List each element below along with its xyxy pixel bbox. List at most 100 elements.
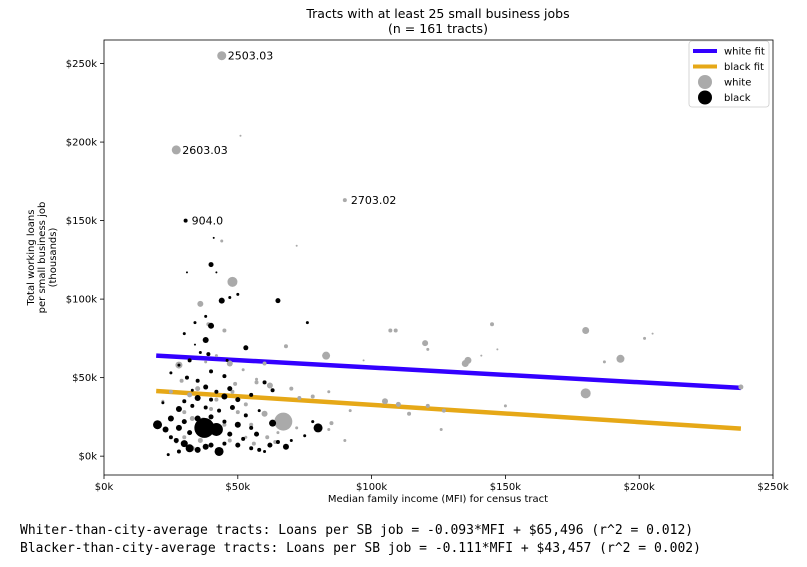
white-tract-point [388, 328, 393, 333]
black-tract-point [212, 236, 215, 239]
black-tract-point [228, 296, 232, 300]
white-tract-point [226, 360, 233, 367]
black-tract-point [275, 298, 281, 304]
white-tract-point [276, 431, 280, 435]
white-tract-point [168, 389, 173, 394]
black-tract-point [236, 292, 240, 296]
black-tract-point [194, 446, 201, 453]
black-tract-point [218, 297, 225, 304]
black-tract-point [243, 345, 249, 351]
white-tract-point [249, 422, 254, 427]
black-fit-equation: Blacker-than-city-average tracts: Loans … [20, 541, 701, 556]
black-tract-point [175, 406, 182, 413]
chart-title: Tracts with at least 25 small business j… [305, 6, 569, 21]
white-tract-point [643, 336, 647, 340]
white-tract-point [171, 145, 181, 155]
plot-frame [103, 39, 774, 476]
tract-annotation: 2603.03 [182, 144, 228, 157]
white-tract-point [241, 368, 245, 372]
black-tract-point [254, 431, 260, 437]
black-tract-point [208, 322, 215, 329]
tract-annotation: 2503.03 [228, 50, 274, 63]
white-tract-point [407, 411, 412, 416]
white-tract-point [235, 410, 240, 415]
black-tract-point [305, 321, 309, 325]
black-tract-point [202, 443, 209, 450]
black-tract-point [241, 436, 246, 441]
black-tract-point [193, 343, 196, 346]
black-tract-point [169, 371, 173, 375]
white-tract-point [480, 354, 483, 357]
white-tract-point [602, 360, 606, 364]
black-tract-point [190, 403, 195, 408]
white-tract-point [329, 421, 334, 426]
black-tract-point [187, 430, 193, 436]
x-tick-label: $0k [95, 482, 114, 493]
black-tract-point [263, 449, 267, 453]
white-tract-point [220, 239, 224, 243]
black-tract-point [313, 423, 323, 433]
black-tract-point [204, 314, 208, 318]
black-tract-point [209, 369, 214, 374]
white-tract-point [214, 397, 219, 402]
white-tract-point [327, 390, 331, 394]
black-tract-point [222, 441, 227, 446]
white-tract-point [295, 426, 299, 430]
black-tract-point [235, 397, 241, 403]
black-fit-line [156, 388, 742, 431]
white-tract-point [204, 360, 208, 364]
black-tract-point [311, 420, 315, 424]
legend-marker-white [698, 75, 712, 89]
black-tract-point [249, 392, 254, 397]
x-tick-label: $250k [757, 482, 788, 493]
legend-box [688, 40, 770, 108]
white-tract-point [222, 422, 227, 427]
black-tract-point [176, 449, 181, 454]
legend-label-white: white [724, 78, 751, 89]
white-tract-point [233, 381, 238, 386]
black-tract-point [208, 414, 214, 420]
black-tract-point [234, 421, 241, 428]
white-tract-point [651, 332, 654, 335]
y-axis-label-line: (thousands) [48, 228, 59, 288]
white-tract-point [381, 398, 388, 405]
black-tract-point [184, 375, 189, 380]
point-annotations: 2503.03 2603.03 2703.02 904.0 [182, 50, 396, 228]
black-tract-point [183, 218, 188, 223]
white-tract-point [244, 435, 248, 439]
black-tract-point [162, 426, 169, 433]
black-tract-point [217, 408, 222, 413]
black-tract-point [257, 447, 262, 452]
legend-label-white-fit: white fit [724, 47, 765, 58]
white-tract-point [289, 386, 294, 391]
white-tract-point [348, 409, 352, 413]
white-tract-point [239, 134, 242, 137]
black-tract-point [267, 442, 273, 448]
axis-ticks: $0k $50k $100k $150k $200k $250k $0k $50k $100k $… [66, 59, 789, 493]
black-tract-point [221, 393, 228, 400]
black-tract-point [227, 386, 233, 392]
white-tract-point [187, 392, 193, 398]
white-tract-point [217, 51, 227, 61]
black-tract-point [270, 388, 275, 393]
white-tract-point [582, 327, 590, 335]
black-tract-point [181, 419, 187, 425]
tract-annotation: 904.0 [192, 215, 224, 228]
scatter-chart: Tracts with at least 25 small business j… [26, 6, 789, 505]
black-tract-point [182, 332, 186, 336]
white-tract-point [227, 438, 232, 443]
y-tick-label: $100k [66, 295, 97, 306]
black-tract-point [208, 262, 214, 268]
black-tract-point [289, 438, 293, 442]
black-tract-point [168, 435, 173, 440]
x-tick-label: $100k [356, 482, 387, 493]
black-tract-point [243, 413, 248, 418]
legend-label-black: black [724, 93, 751, 104]
white-tract-point [295, 244, 298, 247]
black-tract-point [262, 380, 267, 385]
x-tick-label: $200k [624, 482, 655, 493]
white-tract-point [182, 410, 187, 415]
black-tract-point [203, 384, 209, 390]
white-tract-point [266, 382, 273, 389]
white-tract-point [230, 389, 235, 394]
